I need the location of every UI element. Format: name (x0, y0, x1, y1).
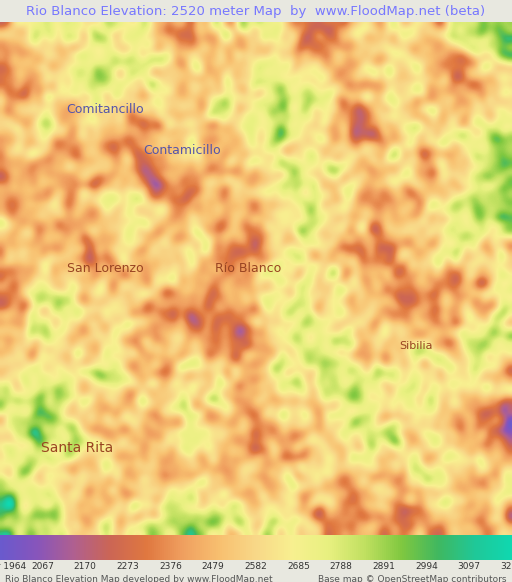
Text: 2067: 2067 (31, 562, 54, 571)
Text: 2479: 2479 (202, 562, 225, 571)
Text: 2994: 2994 (415, 562, 438, 571)
Text: 3201: 3201 (501, 562, 512, 571)
Text: Rio Blanco Elevation Map developed by www.FloodMap.net: Rio Blanco Elevation Map developed by ww… (5, 574, 273, 582)
Text: 2788: 2788 (330, 562, 352, 571)
Text: 2685: 2685 (287, 562, 310, 571)
Text: 3097: 3097 (457, 562, 480, 571)
Text: 2273: 2273 (117, 562, 139, 571)
Text: 2170: 2170 (74, 562, 97, 571)
Text: 2376: 2376 (159, 562, 182, 571)
Text: meter 1964: meter 1964 (0, 562, 27, 571)
Text: 2582: 2582 (244, 562, 267, 571)
Text: 2891: 2891 (372, 562, 395, 571)
Text: Comitancillo: Comitancillo (67, 103, 144, 116)
Text: Río Blanco: Río Blanco (215, 262, 281, 275)
Text: Santa Rita: Santa Rita (41, 441, 113, 455)
Text: Base map © OpenStreetMap contributors: Base map © OpenStreetMap contributors (318, 574, 507, 582)
Text: Rio Blanco Elevation: 2520 meter Map  by  www.FloodMap.net (beta): Rio Blanco Elevation: 2520 meter Map by … (27, 5, 485, 17)
Text: San Lorenzo: San Lorenzo (67, 262, 143, 275)
Text: Sibilia: Sibilia (399, 340, 433, 350)
Text: Contamicillo: Contamicillo (143, 144, 221, 157)
